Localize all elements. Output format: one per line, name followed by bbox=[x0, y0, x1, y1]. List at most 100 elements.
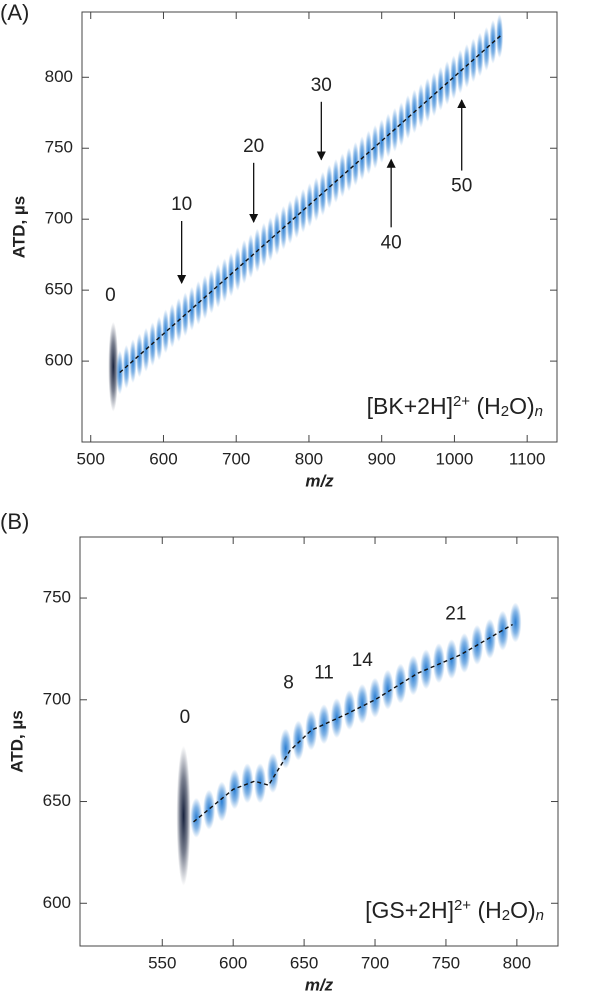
peak bbox=[381, 669, 394, 710]
x-tick-label: 700 bbox=[222, 449, 250, 468]
peak bbox=[292, 720, 305, 761]
x-tick-label: 550 bbox=[148, 953, 176, 972]
peak bbox=[343, 689, 356, 730]
peak bbox=[299, 188, 307, 233]
peak bbox=[266, 217, 274, 262]
y-axis-label: ATD, µs bbox=[7, 710, 26, 772]
peak bbox=[378, 119, 386, 164]
peak bbox=[220, 258, 229, 303]
formula: [BK+2H]2+ (H2O)n bbox=[367, 393, 543, 420]
peak bbox=[369, 677, 382, 718]
peak bbox=[371, 124, 379, 169]
peak bbox=[142, 327, 150, 372]
y-tick-label: 750 bbox=[43, 588, 71, 607]
annotation: 50 bbox=[451, 176, 472, 197]
peak bbox=[345, 147, 353, 192]
peak bbox=[215, 781, 228, 822]
peak bbox=[432, 643, 445, 684]
panel-label: (B) bbox=[0, 509, 29, 534]
peak bbox=[397, 102, 405, 147]
peak bbox=[456, 49, 464, 94]
x-tick-label: 800 bbox=[503, 953, 531, 972]
annotation: 0 bbox=[105, 285, 116, 306]
formula: [GS+2H]2+ (H2O)n bbox=[365, 897, 544, 924]
peak bbox=[423, 77, 432, 122]
panel-0: (A)500 600 700 800 900 1000 110060065070075080… bbox=[0, 0, 558, 490]
plot-frame bbox=[79, 536, 559, 947]
annotation: 20 bbox=[243, 136, 264, 157]
annotation: 0 bbox=[180, 707, 191, 728]
x-axis-label: m/z bbox=[305, 975, 334, 994]
y-tick-label: 700 bbox=[45, 209, 73, 228]
annotation: 30 bbox=[311, 75, 332, 96]
formula-part: 2 bbox=[501, 403, 509, 420]
peak bbox=[292, 194, 301, 239]
x-tick-label: 1000 bbox=[436, 449, 474, 468]
peak bbox=[483, 618, 496, 659]
y-tick-label: 650 bbox=[43, 791, 71, 810]
formula-part: [BK+2H] bbox=[367, 393, 453, 419]
x-tick-label: 600 bbox=[149, 449, 177, 468]
annotation: 11 bbox=[314, 662, 334, 683]
formula-part: 2+ bbox=[454, 897, 471, 914]
annotation: 8 bbox=[283, 673, 294, 694]
peak bbox=[176, 745, 191, 886]
peak bbox=[279, 728, 292, 769]
fit-line bbox=[119, 34, 503, 374]
peak bbox=[190, 797, 203, 838]
annotation: 14 bbox=[352, 650, 374, 671]
peak bbox=[188, 286, 196, 331]
plot-frame bbox=[81, 11, 558, 443]
x-tick-label: 650 bbox=[290, 953, 318, 972]
peak bbox=[317, 704, 330, 745]
peak bbox=[496, 610, 509, 651]
peak bbox=[351, 141, 360, 186]
peak bbox=[482, 26, 491, 71]
x-tick-label: 500 bbox=[77, 449, 105, 468]
y-tick-label: 750 bbox=[45, 138, 73, 157]
formula-part: (H bbox=[470, 393, 501, 419]
peak bbox=[450, 55, 458, 100]
peak bbox=[273, 211, 281, 256]
formula-part: O) bbox=[509, 393, 535, 419]
panel-label: (A) bbox=[0, 0, 29, 25]
peak bbox=[162, 309, 170, 354]
formula-part: n bbox=[536, 907, 544, 924]
fit-line bbox=[193, 623, 513, 823]
x-tick-label: 600 bbox=[219, 953, 247, 972]
annotation: 40 bbox=[381, 232, 402, 253]
x-tick-label: 900 bbox=[368, 449, 396, 468]
x-tick-label: 1100 bbox=[509, 449, 546, 468]
peak bbox=[430, 72, 438, 117]
annotation: 10 bbox=[171, 194, 192, 215]
peak bbox=[214, 263, 222, 308]
peak bbox=[476, 32, 484, 77]
peak bbox=[194, 280, 202, 325]
peak bbox=[319, 171, 327, 216]
formula-part: O) bbox=[510, 897, 536, 923]
formula-part: (H bbox=[471, 897, 502, 923]
peak bbox=[135, 333, 144, 378]
peak bbox=[203, 789, 216, 830]
y-tick-label: 600 bbox=[43, 893, 71, 912]
peak bbox=[305, 710, 318, 751]
x-axis-label: m/z bbox=[305, 471, 334, 490]
formula-part: n bbox=[535, 403, 543, 420]
y-tick-label: 800 bbox=[45, 67, 73, 86]
annotation: 21 bbox=[445, 603, 466, 624]
peak bbox=[330, 698, 343, 739]
peak bbox=[240, 239, 248, 284]
x-tick-label: 800 bbox=[295, 449, 323, 468]
y-tick-label: 700 bbox=[43, 689, 71, 708]
y-tick-label: 650 bbox=[45, 280, 73, 299]
panel-1: (B) 550 600 650 700 750 800 600 650 700 750 m/z ATD,… bbox=[0, 509, 559, 994]
peak bbox=[509, 602, 522, 643]
y-axis-label: ATD, µs bbox=[9, 196, 28, 258]
x-tick-label: 700 bbox=[361, 953, 389, 972]
formula-part: 2 bbox=[502, 907, 510, 924]
peak bbox=[266, 753, 279, 794]
formula-part: 2+ bbox=[453, 393, 470, 410]
x-tick-label: 750 bbox=[432, 953, 460, 972]
formula-part: [GS+2H] bbox=[365, 897, 454, 923]
